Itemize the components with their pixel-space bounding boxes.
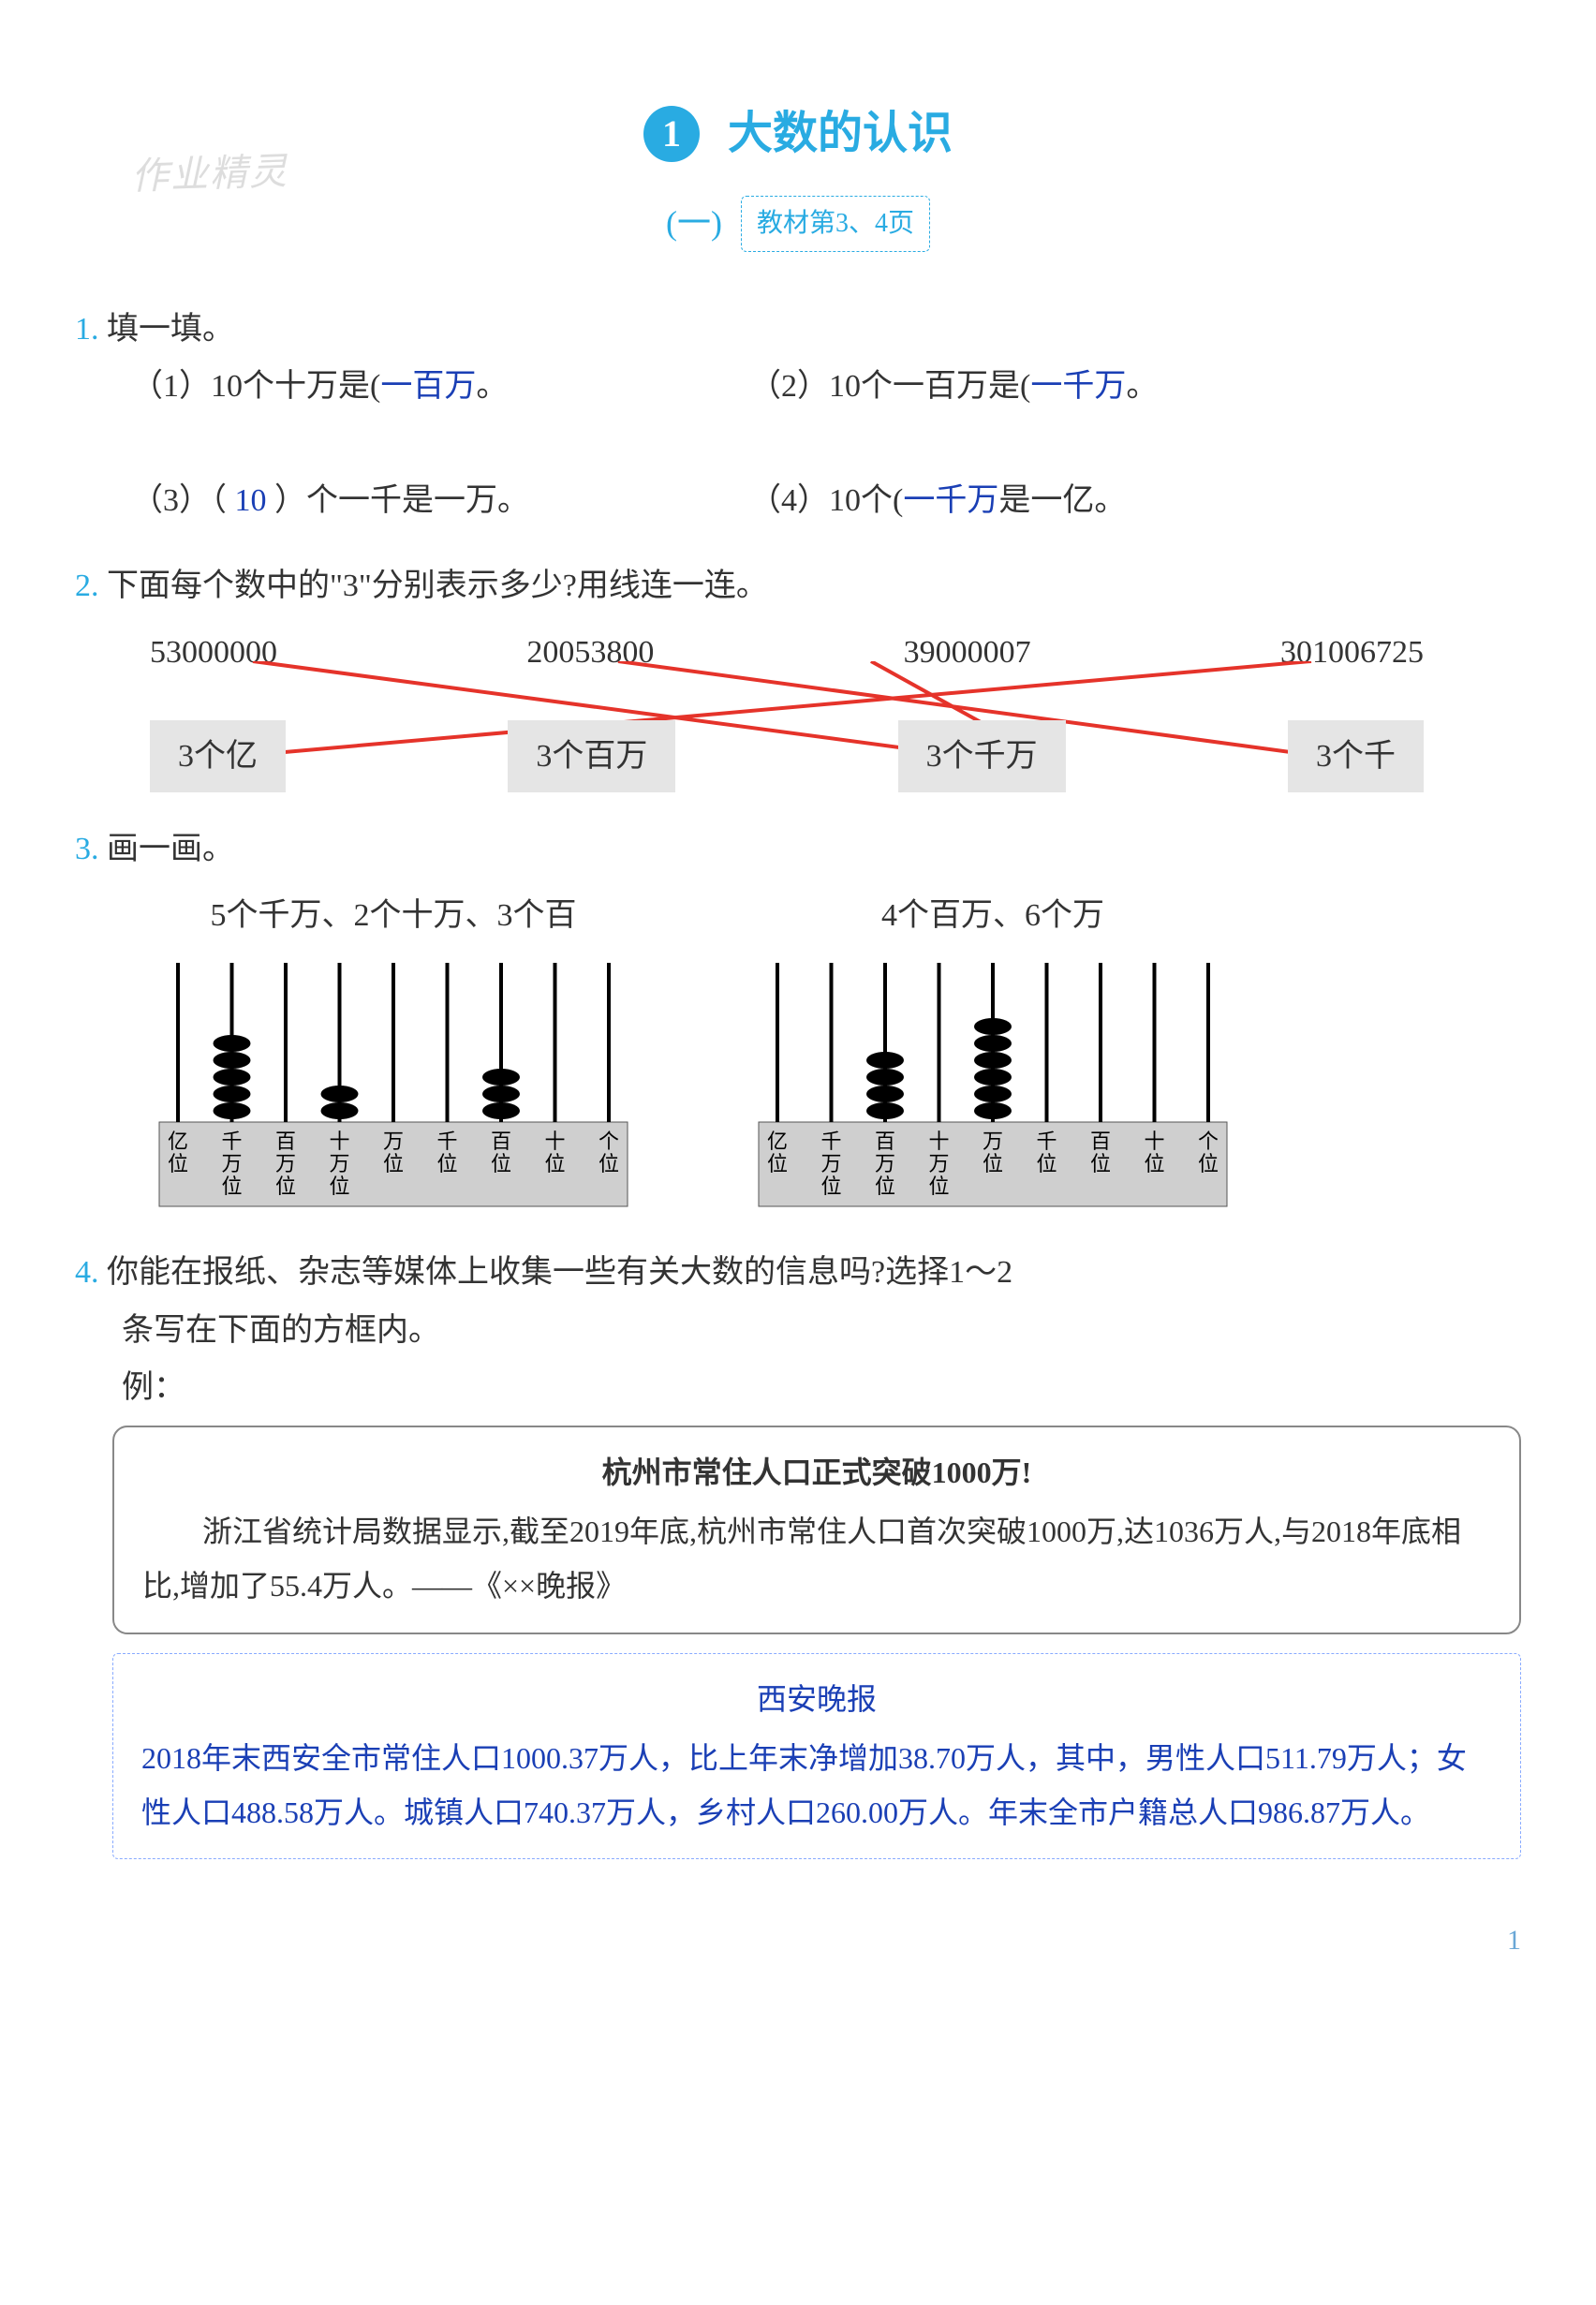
svg-text:个: 个 bbox=[598, 1130, 619, 1153]
svg-text:位: 位 bbox=[436, 1152, 457, 1175]
q1-item-1-tail: 。 bbox=[476, 369, 508, 404]
q2-title: 下面每个数中的"3"分别表示多少?用线连一连。 bbox=[107, 569, 768, 603]
q1-item-1: （1）10个十万是(一百万。 bbox=[131, 358, 693, 415]
q4-example-body: 浙江省统计局数据显示,截至2019年底,杭州市常住人口首次突破1000万,达10… bbox=[142, 1505, 1491, 1613]
question-1: 1. 填一填。 （1）10个十万是(一百万。 （2）10个一百万是(一千万。 （… bbox=[75, 301, 1521, 529]
question-3: 3. 画一画。 5个千万、2个十万、3个百亿位千万位百万位十万位万位千位百位十位… bbox=[75, 820, 1521, 1216]
q1-item-3-label: （3）（ bbox=[131, 483, 235, 518]
svg-text:千: 千 bbox=[1036, 1130, 1057, 1153]
svg-text:位: 位 bbox=[168, 1152, 188, 1175]
q4-example-label: 例： bbox=[75, 1359, 1521, 1416]
svg-text:万: 万 bbox=[820, 1152, 841, 1175]
q1-item-4: （4）10个(一千万是一亿。 bbox=[749, 472, 1311, 529]
q2-label-0: 3个亿 bbox=[150, 720, 286, 792]
svg-text:万: 万 bbox=[275, 1152, 296, 1175]
q4-answer-body: 2018年末西安全市常住人口1000.37万人，比上年末净增加38.70万人，其… bbox=[141, 1732, 1492, 1840]
q2-label-1: 3个百万 bbox=[508, 720, 675, 792]
q1-item-4-answer: 一千万 bbox=[903, 483, 998, 518]
svg-text:百: 百 bbox=[1090, 1130, 1111, 1153]
svg-text:位: 位 bbox=[221, 1175, 242, 1198]
svg-text:位: 位 bbox=[275, 1175, 296, 1198]
q1-item-2-label: （2）10个一百万是( bbox=[749, 369, 1030, 404]
chapter-header: 1 大数的认识 bbox=[75, 94, 1521, 174]
svg-text:千: 千 bbox=[820, 1130, 841, 1153]
svg-text:位: 位 bbox=[1198, 1152, 1219, 1175]
q4-example-box: 杭州市常住人口正式突破1000万! 浙江省统计局数据显示,截至2019年底,杭州… bbox=[112, 1426, 1521, 1634]
q1-item-4-label: （4）10个( bbox=[749, 483, 903, 518]
q1-number: 1. bbox=[75, 312, 99, 347]
svg-text:万: 万 bbox=[329, 1152, 349, 1175]
q3-title: 画一画。 bbox=[107, 832, 234, 866]
page-number: 1 bbox=[75, 1915, 1521, 1966]
q2-matching-diagram: 53000000 20053800 39000007 301006725 3个亿… bbox=[131, 624, 1442, 792]
section-ref-badge: 教材第3、4页 bbox=[741, 196, 930, 252]
q1-item-3-tail: ）个一千是一万。 bbox=[267, 483, 530, 518]
q4-answer-title: 西安晚报 bbox=[141, 1673, 1492, 1727]
section-number: (一) bbox=[666, 193, 722, 254]
svg-text:万: 万 bbox=[383, 1130, 404, 1153]
svg-text:亿: 亿 bbox=[168, 1130, 188, 1153]
svg-text:位: 位 bbox=[598, 1152, 619, 1175]
svg-text:位: 位 bbox=[491, 1152, 511, 1175]
svg-text:十: 十 bbox=[928, 1130, 949, 1153]
abacus-0: 5个千万、2个十万、3个百亿位千万位百万位十万位万位千位百位十位个位 bbox=[150, 887, 637, 1216]
svg-text:亿: 亿 bbox=[767, 1130, 788, 1153]
q1-title: 填一填。 bbox=[107, 312, 234, 347]
abacus-0-svg: 亿位千万位百万位十万位万位千位百位十位个位 bbox=[150, 953, 637, 1216]
svg-text:位: 位 bbox=[1144, 1152, 1164, 1175]
svg-text:个: 个 bbox=[1198, 1130, 1219, 1153]
question-4: 4. 你能在报纸、杂志等媒体上收集一些有关大数的信息吗?选择1～2 条写在下面的… bbox=[75, 1244, 1521, 1859]
q4-answer-box: 西安晚报 2018年末西安全市常住人口1000.37万人，比上年末净增加38.7… bbox=[112, 1653, 1521, 1860]
svg-text:万: 万 bbox=[875, 1152, 895, 1175]
q1-item-2: （2）10个一百万是(一千万。 bbox=[749, 358, 1311, 415]
q1-item-4-tail: 是一亿。 bbox=[998, 483, 1126, 518]
question-2: 2. 下面每个数中的"3"分别表示多少?用线连一连。 53000000 2005… bbox=[75, 557, 1521, 792]
svg-text:位: 位 bbox=[875, 1175, 895, 1198]
svg-text:位: 位 bbox=[767, 1152, 788, 1175]
svg-text:位: 位 bbox=[820, 1175, 841, 1198]
svg-text:位: 位 bbox=[1036, 1152, 1057, 1175]
q2-label-3: 3个千 bbox=[1288, 720, 1424, 792]
q1-item-3: （3）（ 10 ）个一千是一万。 bbox=[131, 472, 693, 529]
svg-text:百: 百 bbox=[491, 1130, 511, 1153]
svg-text:千: 千 bbox=[221, 1130, 242, 1153]
section-header: (一) 教材第3、4页 bbox=[75, 193, 1521, 254]
svg-text:位: 位 bbox=[928, 1175, 949, 1198]
watermark-text: 作业精灵 bbox=[130, 138, 289, 211]
q4-number: 4. bbox=[75, 1255, 99, 1290]
svg-text:位: 位 bbox=[544, 1152, 565, 1175]
q4-title-line2: 条写在下面的方框内。 bbox=[75, 1302, 1521, 1359]
svg-text:千: 千 bbox=[436, 1130, 457, 1153]
svg-text:十: 十 bbox=[544, 1130, 565, 1153]
q1-item-1-label: （1）10个十万是( bbox=[131, 369, 380, 404]
svg-text:万: 万 bbox=[983, 1130, 1003, 1153]
svg-text:万: 万 bbox=[928, 1152, 949, 1175]
abacus-1-caption: 4个百万、6个万 bbox=[749, 887, 1236, 944]
svg-text:位: 位 bbox=[329, 1175, 349, 1198]
q2-number: 2. bbox=[75, 569, 99, 603]
q2-label-2: 3个千万 bbox=[898, 720, 1066, 792]
svg-text:位: 位 bbox=[1090, 1152, 1111, 1175]
svg-text:位: 位 bbox=[383, 1152, 404, 1175]
svg-text:位: 位 bbox=[983, 1152, 1003, 1175]
svg-text:百: 百 bbox=[875, 1130, 895, 1153]
abacus-1: 4个百万、6个万亿位千万位百万位十万位万位千位百位十位个位 bbox=[749, 887, 1236, 1216]
q1-item-2-answer: 一千万 bbox=[1030, 369, 1126, 404]
q4-example-title: 杭州市常住人口正式突破1000万! bbox=[142, 1446, 1491, 1500]
svg-text:十: 十 bbox=[329, 1130, 349, 1153]
chapter-number-badge: 1 bbox=[643, 106, 700, 162]
svg-text:万: 万 bbox=[221, 1152, 242, 1175]
abacus-1-svg: 亿位千万位百万位十万位万位千位百位十位个位 bbox=[749, 953, 1236, 1216]
svg-text:百: 百 bbox=[275, 1130, 296, 1153]
abacus-0-caption: 5个千万、2个十万、3个百 bbox=[150, 887, 637, 944]
chapter-title: 大数的认识 bbox=[728, 94, 953, 174]
q1-item-1-answer: 一百万 bbox=[380, 369, 476, 404]
q1-item-2-tail: 。 bbox=[1126, 369, 1158, 404]
svg-text:十: 十 bbox=[1144, 1130, 1164, 1153]
q4-title-line1: 你能在报纸、杂志等媒体上收集一些有关大数的信息吗?选择1～2 bbox=[107, 1255, 1012, 1290]
q3-number: 3. bbox=[75, 832, 99, 866]
q1-item-3-answer: 10 bbox=[235, 483, 267, 518]
